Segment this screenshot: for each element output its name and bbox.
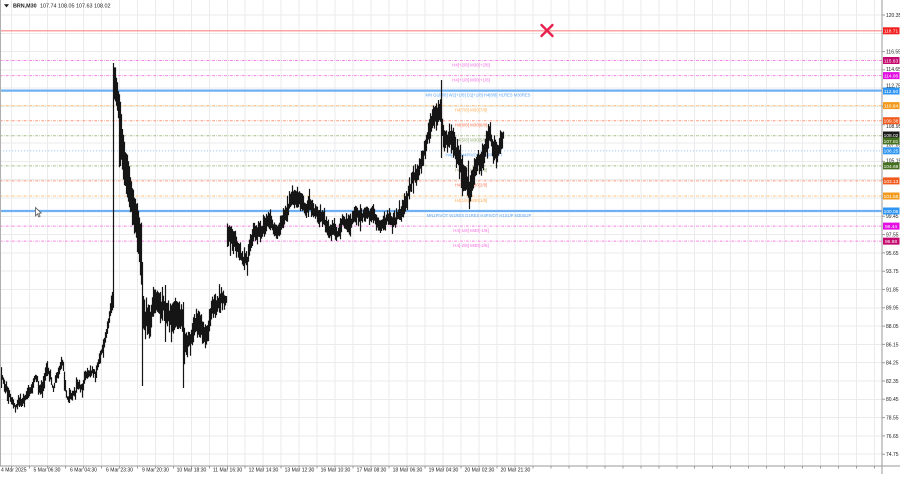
- svg-text:116.55: 116.55: [886, 50, 900, 56]
- svg-text:88.05: 88.05: [886, 324, 899, 330]
- svg-text:86.15: 86.15: [886, 342, 899, 348]
- svg-text:H4[7/8] M30[7/8]: H4[7/8] M30[7/8]: [455, 107, 487, 112]
- svg-text:112.75: 112.75: [886, 84, 900, 90]
- svg-text:6 Mar 04:30: 6 Mar 04:30: [70, 467, 97, 473]
- svg-text:H4[-1/8] M30[-1/8]: H4[-1/8] M30[-1/8]: [453, 228, 488, 233]
- svg-text:107.74 108.05 107.63 108.02: 107.74 108.05 107.63 108.02: [40, 3, 110, 9]
- svg-text:108.02: 108.02: [884, 133, 899, 139]
- svg-text:97.55: 97.55: [886, 233, 899, 239]
- svg-text:78.55: 78.55: [886, 416, 899, 422]
- svg-text:107.81: 107.81: [884, 139, 899, 145]
- svg-text:96.88: 96.88: [885, 239, 897, 245]
- svg-text:76.65: 76.65: [886, 434, 899, 440]
- svg-text:H4[4/8] H4PIVOT M30PIVOT: H4[4/8] H4PIVOT M30PIVOT: [445, 153, 502, 158]
- svg-text:H4[+2/8] M30[+2/8]: H4[+2/8] M30[+2/8]: [452, 62, 490, 67]
- svg-text:105.15: 105.15: [886, 158, 900, 164]
- svg-text:13 Mar 12:30: 13 Mar 12:30: [285, 467, 315, 473]
- svg-text:95.65: 95.65: [886, 251, 899, 257]
- svg-text:18 Mar 06:30: 18 Mar 06:30: [393, 467, 423, 473]
- svg-text:100.06: 100.06: [884, 209, 899, 215]
- svg-text:118.71: 118.71: [884, 29, 899, 35]
- svg-text:5 Mar 06:30: 5 Mar 06:30: [34, 467, 61, 473]
- svg-text:104.69: 104.69: [884, 164, 899, 170]
- svg-text:4 Mar 2025: 4 Mar 2025: [1, 467, 27, 473]
- svg-text:89.95: 89.95: [886, 306, 899, 312]
- svg-text:H4[6/8] M30[6/8]: H4[6/8] M30[6/8]: [455, 123, 487, 128]
- svg-text:107.05: 107.05: [886, 143, 900, 149]
- svg-text:91.85: 91.85: [886, 287, 899, 293]
- svg-text:11 Mar 16:30: 11 Mar 16:30: [213, 467, 243, 473]
- svg-text:114.65: 114.65: [886, 67, 900, 73]
- svg-text:115.63: 115.63: [884, 58, 899, 64]
- svg-text:110.94: 110.94: [884, 104, 899, 110]
- svg-text:103.13: 103.13: [884, 179, 899, 185]
- svg-text:80.45: 80.45: [886, 397, 899, 403]
- svg-text:82.35: 82.35: [886, 379, 899, 385]
- svg-text:MN1PIVOT W1RES D1RES H4PIVOT H: MN1PIVOT W1RES D1RES H4PIVOT H1SUP M30SU…: [427, 213, 532, 218]
- svg-text:106.25: 106.25: [884, 149, 899, 155]
- svg-text:6 Mar 23:30: 6 Mar 23:30: [106, 467, 133, 473]
- svg-text:10 Mar 18:30: 10 Mar 18:30: [177, 467, 207, 473]
- svg-text:20 Mar 21:30: 20 Mar 21:30: [501, 467, 531, 473]
- svg-text:93.75: 93.75: [886, 269, 899, 275]
- svg-text:19 Mar 04:30: 19 Mar 04:30: [429, 467, 459, 473]
- svg-text:H4[3/8] M30[3/8]: H4[3/8] M30[3/8]: [455, 168, 487, 173]
- svg-text:101.56: 101.56: [884, 194, 899, 200]
- svg-text:MN GU[8/8] W1[+1/8] D1[+1/8] H: MN GU[8/8] W1[+1/8] D1[+1/8] H4[8/8] H1R…: [426, 92, 531, 97]
- svg-text:9 Mar 20:30: 9 Mar 20:30: [142, 467, 169, 473]
- svg-text:112.50: 112.50: [884, 89, 899, 95]
- svg-text:84.25: 84.25: [886, 361, 899, 367]
- svg-text:16 Mar 10:30: 16 Mar 10:30: [321, 467, 351, 473]
- svg-text:114.06: 114.06: [884, 74, 899, 80]
- svg-text:12 Mar 14:30: 12 Mar 14:30: [249, 467, 279, 473]
- svg-text:98.44: 98.44: [885, 224, 897, 230]
- svg-text:120.35: 120.35: [886, 13, 900, 19]
- svg-text:H4[-2/8] M30[-2/8]: H4[-2/8] M30[-2/8]: [453, 243, 488, 248]
- svg-text:20 Mar 02:30: 20 Mar 02:30: [465, 467, 495, 473]
- svg-text:74.75: 74.75: [886, 452, 899, 458]
- svg-text:BRN,M30: BRN,M30: [13, 3, 37, 9]
- svg-text:108.95: 108.95: [886, 124, 900, 130]
- svg-text:99.45: 99.45: [886, 214, 899, 220]
- svg-text:109.38: 109.38: [884, 119, 899, 125]
- svg-text:H4[+1/8] M30[+1/8]: H4[+1/8] M30[+1/8]: [452, 77, 490, 82]
- svg-text:17 Mar 08:30: 17 Mar 08:30: [357, 467, 387, 473]
- svg-text:H4[5/8] M30[5/8]: H4[5/8] M30[5/8]: [455, 138, 487, 143]
